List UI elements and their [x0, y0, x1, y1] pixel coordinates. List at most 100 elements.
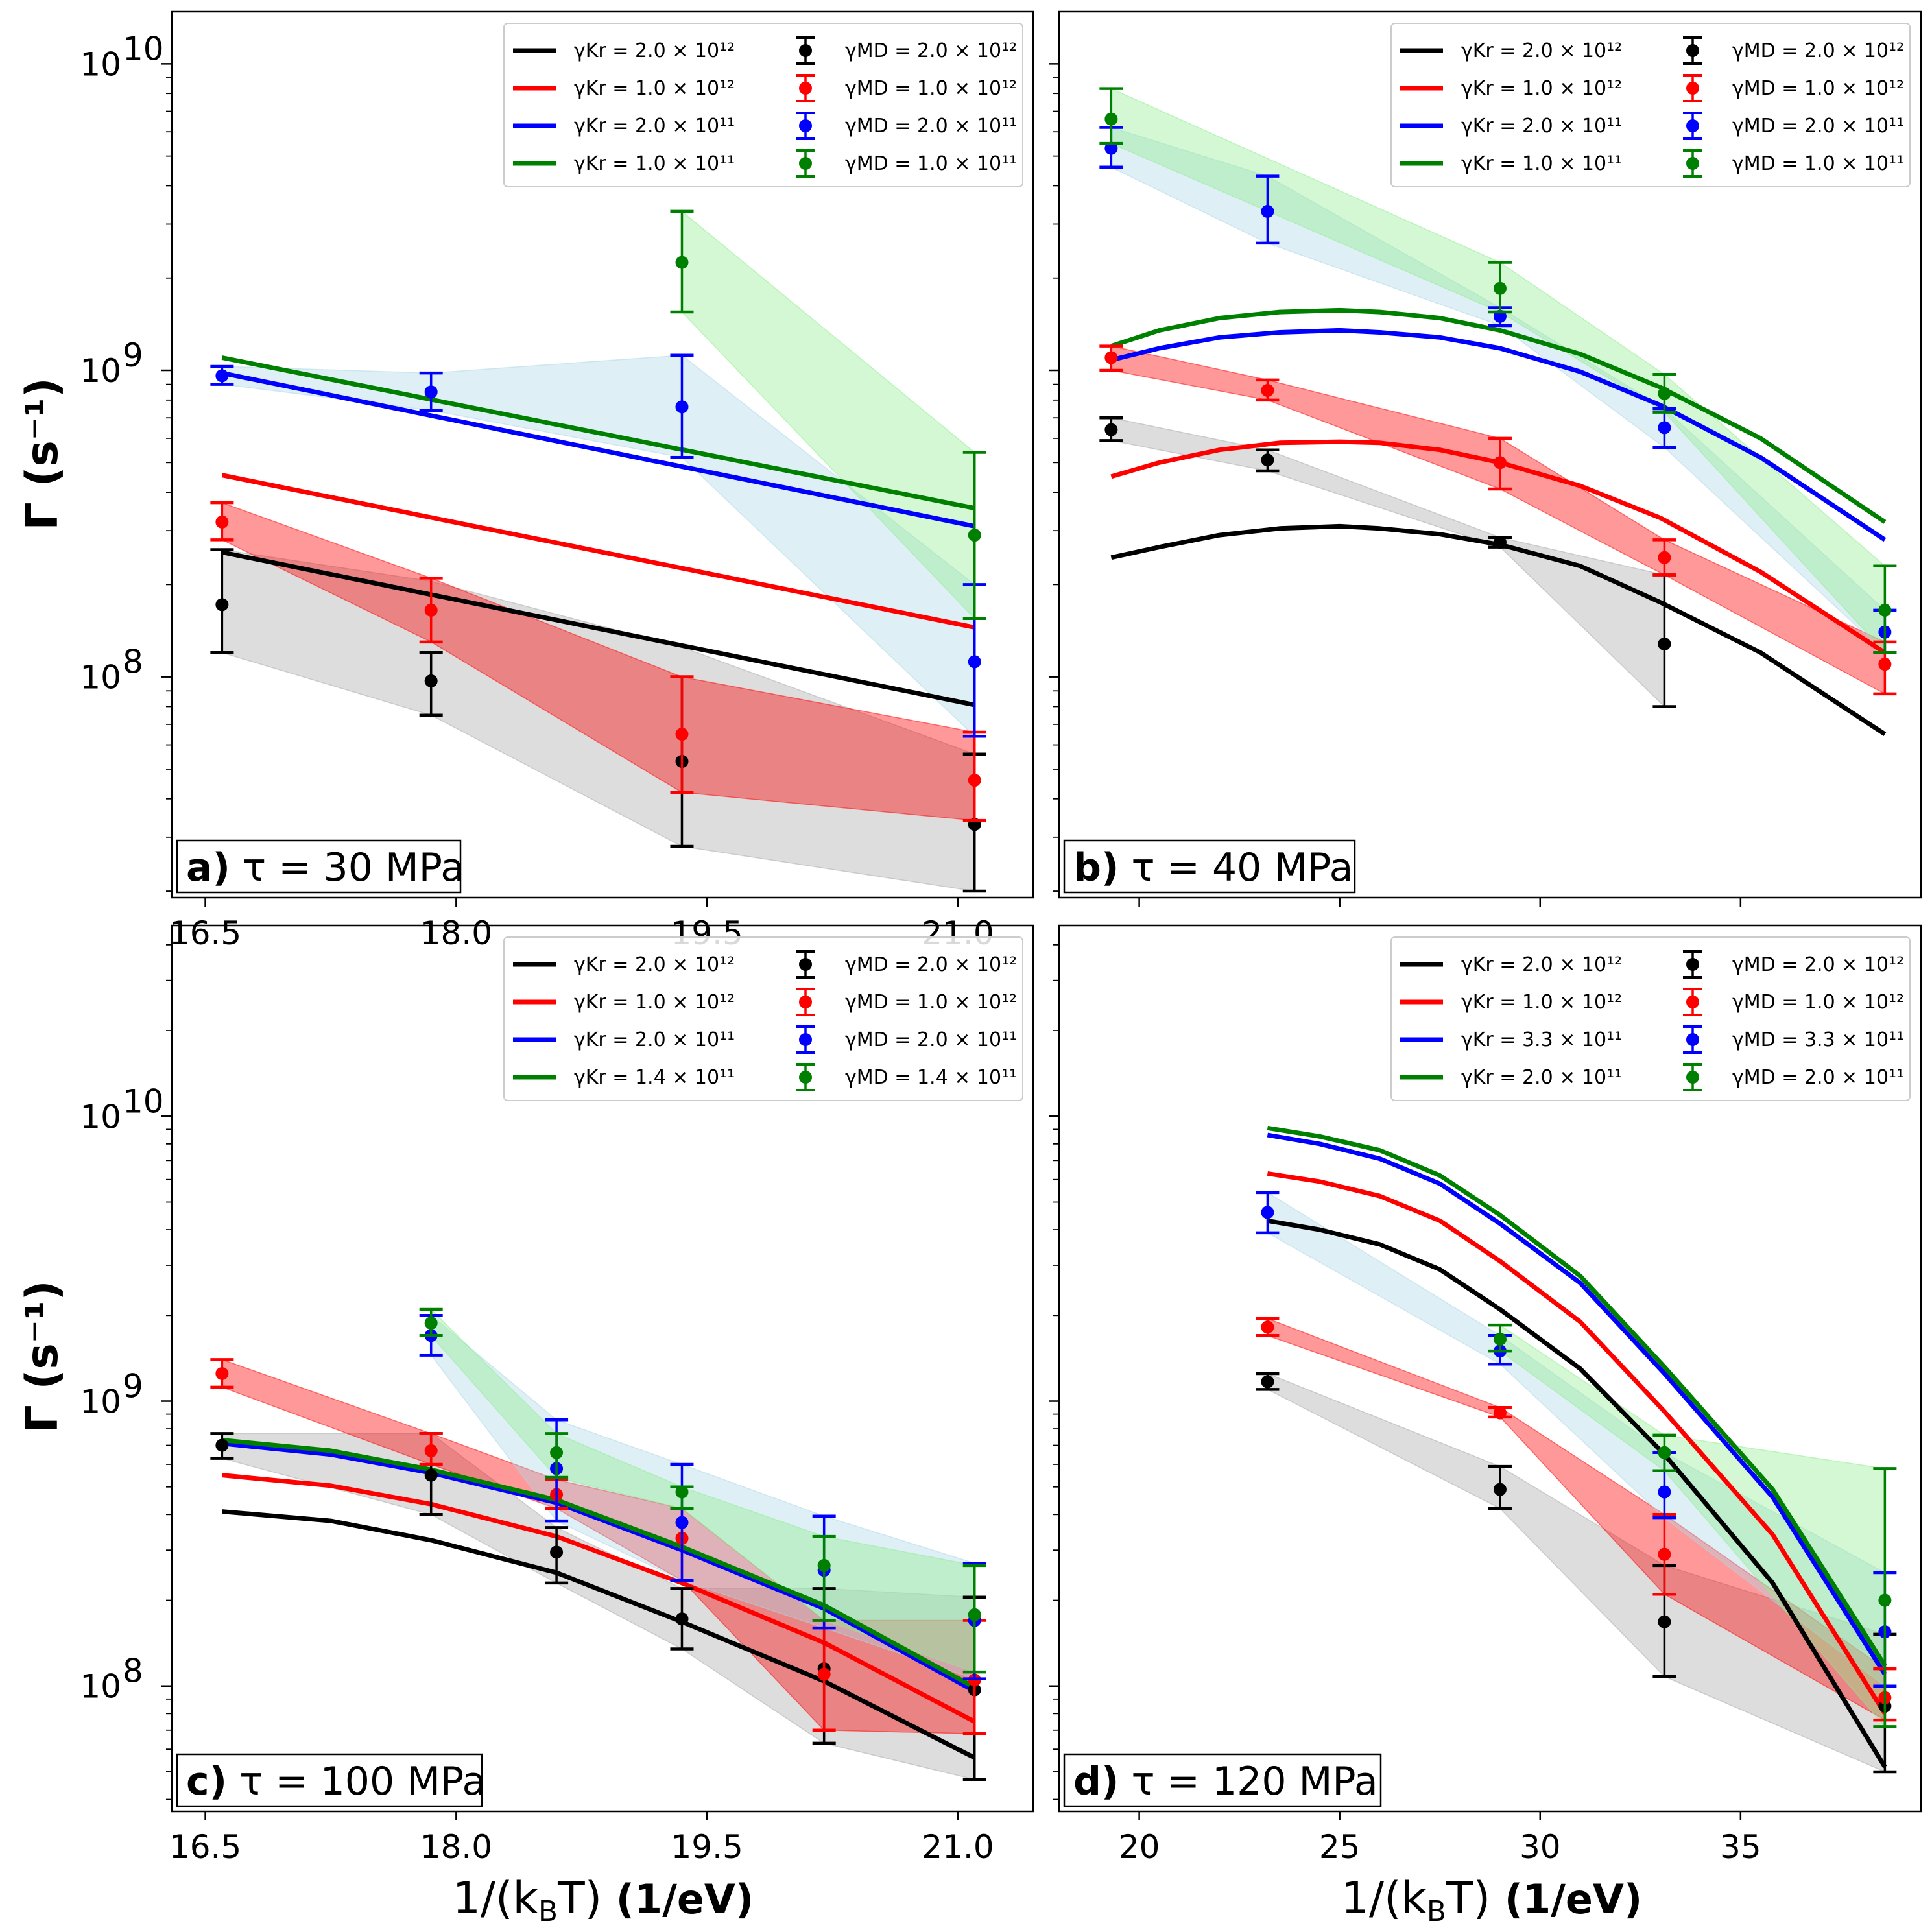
y-axis-label-bottom: Γ (s⁻¹) — [17, 1280, 68, 1433]
point-black — [550, 1545, 564, 1559]
line-blue — [221, 370, 975, 529]
legend-label: γMD = 1.0 × 10¹¹ — [1732, 152, 1904, 175]
legend-label: γKr = 2.0 × 10¹¹ — [574, 1029, 735, 1051]
point-black — [424, 674, 438, 687]
legend-point-swatch — [799, 1033, 812, 1046]
legend-label: γMD = 2.0 × 10¹¹ — [845, 115, 1017, 137]
point-green — [1878, 1593, 1892, 1607]
panel-b: γKr = 2.0 × 10¹² γKr = 1.0 × 10¹² γKr = 2.… — [1049, 10, 1922, 907]
point-black — [1261, 453, 1274, 467]
legend-box — [503, 936, 1023, 1101]
legend-point-swatch — [799, 1071, 812, 1084]
line-red — [1267, 1171, 1887, 1715]
x-tick-label: 16.5 — [169, 1828, 241, 1866]
legend-label: γKr = 1.0 × 10¹¹ — [1461, 152, 1622, 175]
legend-point-swatch — [799, 82, 812, 95]
legend-point-swatch — [1686, 1071, 1699, 1084]
line-black — [1110, 523, 1887, 737]
legend-label: γKr = 2.0 × 10¹² — [1461, 40, 1622, 62]
legend-label: γMD = 2.0 × 10¹² — [845, 40, 1017, 62]
line-blue — [1110, 328, 1887, 542]
point-black — [1104, 423, 1118, 436]
x-tick-label: 35 — [1720, 1828, 1761, 1866]
point-red — [817, 1667, 831, 1681]
legend-point-swatch — [1686, 119, 1699, 132]
panel-frame — [1058, 924, 1922, 1813]
x-tick-label: 18.0 — [420, 1828, 492, 1866]
point-black — [424, 1468, 438, 1482]
plot-area — [1099, 87, 1897, 737]
point-blue — [215, 369, 229, 383]
point-red — [1493, 456, 1507, 470]
line-green — [221, 355, 975, 511]
legend-label: γKr = 2.0 × 10¹² — [1461, 953, 1622, 976]
line-green — [1267, 1125, 1887, 1667]
y-tick-label: 10 — [80, 1098, 121, 1136]
point-red — [675, 728, 689, 741]
point-black — [215, 1438, 229, 1452]
x-tick-label: 20 — [1119, 1828, 1160, 1866]
point-green — [675, 256, 689, 269]
point-blue — [1261, 1206, 1274, 1219]
y-tick-exponent: 8 — [123, 643, 143, 681]
panel-frame — [1058, 10, 1922, 899]
line-blue — [1267, 1132, 1887, 1676]
point-green — [968, 1608, 981, 1621]
legend-label: γKr = 3.3 × 10¹¹ — [1461, 1029, 1622, 1051]
line-red — [1110, 439, 1887, 655]
legend-label: γMD = 2.0 × 10¹¹ — [845, 1029, 1017, 1051]
point-green — [1878, 603, 1892, 617]
y-tick-label: 10 — [80, 1383, 121, 1421]
x-tick-label: 18.0 — [420, 914, 492, 952]
point-red — [424, 603, 438, 617]
legend-label: γKr = 1.0 × 10¹² — [574, 77, 735, 100]
legend-box — [503, 23, 1023, 187]
legend-label: γKr = 1.0 × 10¹² — [1461, 77, 1622, 100]
point-black — [1658, 638, 1671, 651]
point-blue — [1658, 1485, 1671, 1499]
legend-point-swatch — [799, 119, 812, 132]
panel-label-box — [1063, 839, 1356, 894]
legend-label: γKr = 1.0 × 10¹¹ — [574, 152, 735, 175]
point-green — [968, 529, 981, 542]
y-tick-label: 10 — [80, 45, 121, 83]
legend-point-swatch — [1686, 1033, 1699, 1046]
x-tick-label: 19.5 — [671, 1828, 743, 1866]
panel-frame — [171, 924, 1034, 1813]
plot-area — [1256, 1125, 1897, 1774]
y-tick-exponent: 10 — [123, 30, 164, 67]
panel-label-box — [1063, 1753, 1382, 1807]
legend-box — [1390, 936, 1911, 1101]
point-green — [675, 1485, 689, 1499]
legend-label: γKr = 1.4 × 10¹¹ — [574, 1066, 735, 1089]
point-black — [675, 1612, 689, 1626]
point-blue — [1658, 421, 1671, 435]
point-black — [1493, 1483, 1507, 1496]
point-blue — [675, 400, 689, 414]
point-red — [1104, 351, 1118, 364]
y-tick-exponent: 9 — [123, 337, 143, 374]
legend-label: γMD = 2.0 × 10¹² — [1732, 40, 1904, 62]
point-red — [1878, 658, 1892, 671]
legend-label: γMD = 2.0 × 10¹¹ — [1732, 1066, 1904, 1089]
point-green — [1658, 387, 1671, 400]
point-blue — [968, 655, 981, 669]
legend-label: γKr = 2.0 × 10¹¹ — [1461, 1066, 1622, 1089]
point-black — [215, 598, 229, 612]
legend-label: γKr = 2.0 × 10¹² — [574, 40, 735, 62]
y-tick-label: 10 — [80, 659, 121, 697]
legend-label: γKr = 2.0 × 10¹² — [574, 953, 735, 976]
point-black — [1261, 1375, 1274, 1389]
point-black — [1493, 536, 1507, 549]
point-red — [968, 774, 981, 787]
panel-label-box — [176, 839, 462, 894]
x-axis-label-left: 1/(kBT) (1/eV) — [453, 1873, 754, 1928]
y-tick-exponent: 10 — [123, 1082, 164, 1120]
point-red — [1658, 551, 1671, 564]
legend-label: γMD = 1.0 × 10¹² — [1732, 991, 1904, 1014]
x-axis-label-right: 1/(kBT) (1/eV) — [1341, 1873, 1642, 1928]
